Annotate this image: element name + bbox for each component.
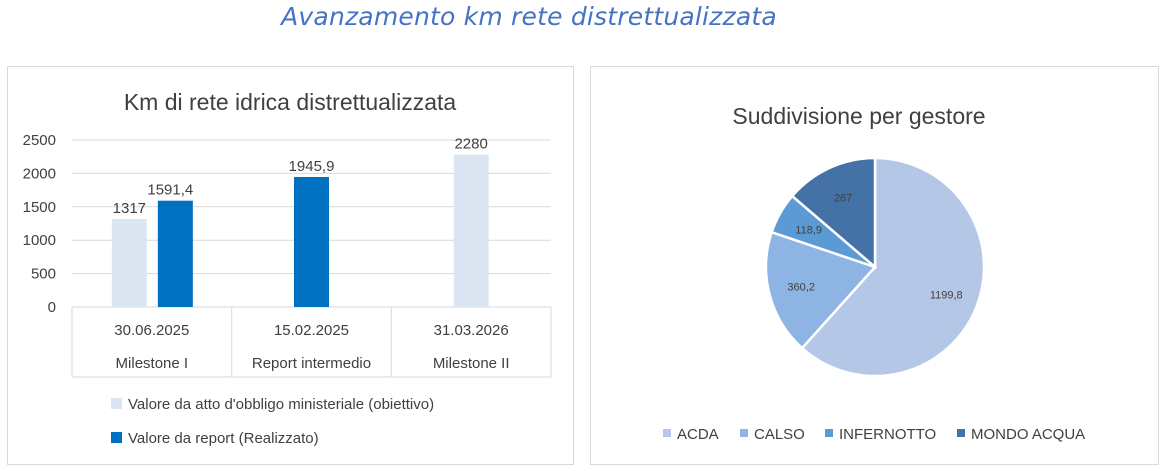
pie-chart: Suddivisione per gestore 1199,8 360,2 118,9…	[663, 103, 1085, 443]
bar-chart: Km di rete idrica distrettualizzata 0 500 1…	[23, 89, 552, 447]
bar	[157, 200, 193, 307]
legend-swatch	[111, 398, 122, 409]
y-tick-label: 1500	[23, 199, 56, 216]
legend-label: Valore da report (Realizzato)	[128, 430, 319, 447]
legend-swatch	[740, 429, 748, 437]
pie-chart-title: Suddivisione per gestore	[732, 103, 985, 129]
pie-data-label: 1199,8	[930, 289, 963, 301]
bar-chart-title: Km di rete idrica distrettualizzata	[124, 89, 457, 115]
bar	[294, 177, 329, 307]
data-label: 1945,9	[289, 158, 335, 175]
data-label: 1317	[113, 200, 146, 217]
pie-slice	[790, 156, 877, 270]
x-group-label: Milestone II	[433, 355, 510, 372]
pie-slice	[800, 156, 986, 378]
pie-slice	[764, 230, 878, 350]
legend-label: CALSO	[754, 426, 805, 443]
y-tick-label: 0	[48, 299, 56, 316]
pie-chart-card: Suddivisione per gestore 1199,8 360,2 118,9…	[590, 66, 1159, 465]
data-label: 1591,4	[147, 182, 193, 199]
bar-chart-card: Km di rete idrica distrettualizzata 0 500 1…	[7, 66, 574, 465]
x-tick-label: 30.06.2025	[114, 322, 189, 339]
pie-data-label: 267	[834, 193, 852, 205]
data-label: 2280	[454, 136, 487, 153]
y-tick-label: 1000	[23, 232, 56, 249]
x-group-label: Report intermedio	[252, 355, 371, 372]
bar	[453, 154, 489, 307]
x-tick-label: 15.02.2025	[274, 322, 349, 339]
page-title: Avanzamento km rete distrettualizzata	[281, 2, 777, 31]
legend-swatch	[663, 429, 671, 437]
x-tick-label: 31.03.2026	[434, 322, 509, 339]
legend-label: MONDO ACQUA	[971, 426, 1085, 443]
legend-swatch	[825, 429, 833, 437]
bar	[111, 219, 147, 307]
legend-swatch	[111, 432, 122, 443]
legend-label: ACDA	[677, 426, 719, 443]
x-group-label: Milestone I	[116, 355, 189, 372]
pie-data-label: 118,9	[795, 224, 822, 236]
legend-label: INFERNOTTO	[839, 426, 936, 443]
pie-data-label: 360,2	[787, 281, 815, 293]
legend-swatch	[957, 429, 965, 437]
y-tick-label: 2500	[23, 132, 56, 149]
y-tick-label: 500	[31, 266, 56, 283]
y-tick-label: 2000	[23, 165, 56, 182]
legend-label: Valore da atto d'obbligo ministeriale (o…	[128, 396, 434, 413]
